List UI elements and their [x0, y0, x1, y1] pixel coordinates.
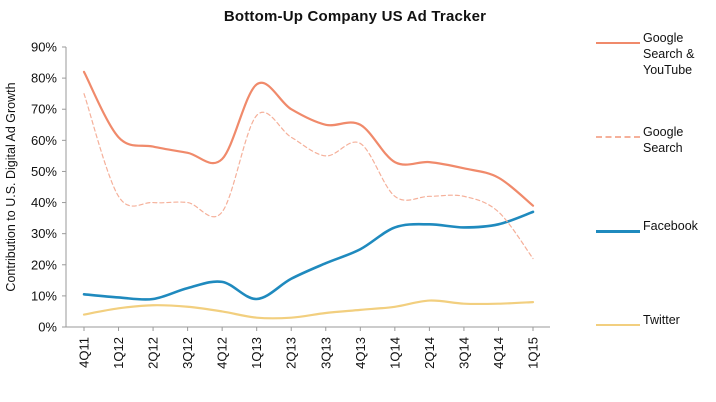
series-line-twitter [82, 299, 535, 320]
y-axis-title: Contribution to U.S. Digital Ad Growth [4, 82, 18, 291]
series-line-google-search-youtube [82, 70, 535, 207]
legend-item-twitter: Twitter [596, 312, 714, 366]
x-tick-label: 1Q12 [111, 337, 126, 369]
y-tick-label: 90% [31, 40, 57, 55]
x-tick-label: 1Q14 [387, 337, 402, 369]
legend-label-twitter: Twitter [643, 313, 680, 327]
chart-title: Bottom-Up Company US Ad Tracker [223, 8, 487, 25]
x-tick-label: 3Q12 [180, 337, 195, 369]
y-tick-label: 20% [31, 257, 57, 272]
y-tick-label: 60% [31, 133, 57, 148]
x-tick-label: 1Q15 [526, 337, 541, 369]
legend-swatch-twitter [596, 324, 640, 326]
x-tick-label: 4Q11 [77, 337, 92, 368]
legend-item-google-search: Google Search [596, 124, 714, 178]
x-tick-label: 3Q13 [318, 337, 333, 369]
y-tick-label: 50% [31, 164, 57, 179]
legend-label-google-search-youtube: Google Search & YouTube [643, 31, 695, 77]
legend-swatch-facebook [596, 230, 640, 233]
legend-label-facebook: Facebook [643, 219, 698, 233]
legend-swatch-google-search-youtube [596, 42, 640, 44]
y-tick-label: 80% [31, 71, 57, 86]
legend-item-facebook: Facebook [596, 218, 714, 272]
y-tick-label: 70% [31, 102, 57, 117]
legend-label-google-search: Google Search [643, 125, 684, 155]
x-tick-label: 1Q13 [249, 337, 264, 369]
series-line-google-search [83, 93, 534, 260]
x-tick-label: 2Q13 [284, 337, 299, 369]
series-line-facebook [82, 210, 535, 301]
x-tick-label: 4Q12 [215, 337, 230, 369]
y-tick-label: 40% [31, 195, 57, 210]
x-tick-label: 2Q12 [146, 337, 161, 369]
x-tick-label: 4Q14 [491, 337, 506, 369]
axes: 0% 10% 20% 30% 40% 50% 60% 70% 80% 90% 4Q11 1Q12 2Q1… [4, 40, 550, 369]
legend-item-google-search-youtube: Google Search & YouTube [596, 30, 714, 84]
x-tick-label: 2Q14 [422, 337, 437, 369]
x-tick-label: 4Q13 [353, 337, 368, 369]
y-tick-label: 0% [38, 320, 57, 335]
y-tick-label: 10% [31, 288, 57, 303]
x-tick-label: 3Q14 [456, 337, 471, 369]
legend-swatch-google-search [596, 136, 640, 138]
y-tick-label: 30% [31, 226, 57, 241]
series-lines [82, 70, 535, 320]
